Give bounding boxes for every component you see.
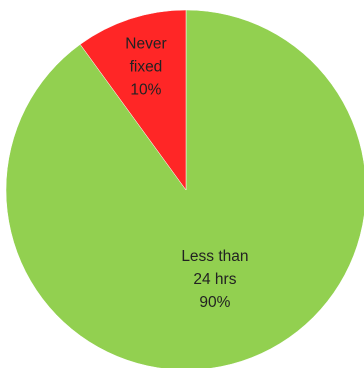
pie-slice-1 [79,9,187,191]
slice-label-line: Less than [181,248,248,265]
slice-label-line: Never [125,36,166,53]
slice-label-1: Never fixed 10% [125,36,166,99]
slice-label-line: 90% [199,294,230,311]
slice-label-line: 24 hrs [193,271,236,288]
slice-label-0: Less than 24 hrs 90% [181,248,248,311]
slice-label-line: fixed [130,59,163,76]
slice-label-line: 10% [130,82,161,99]
